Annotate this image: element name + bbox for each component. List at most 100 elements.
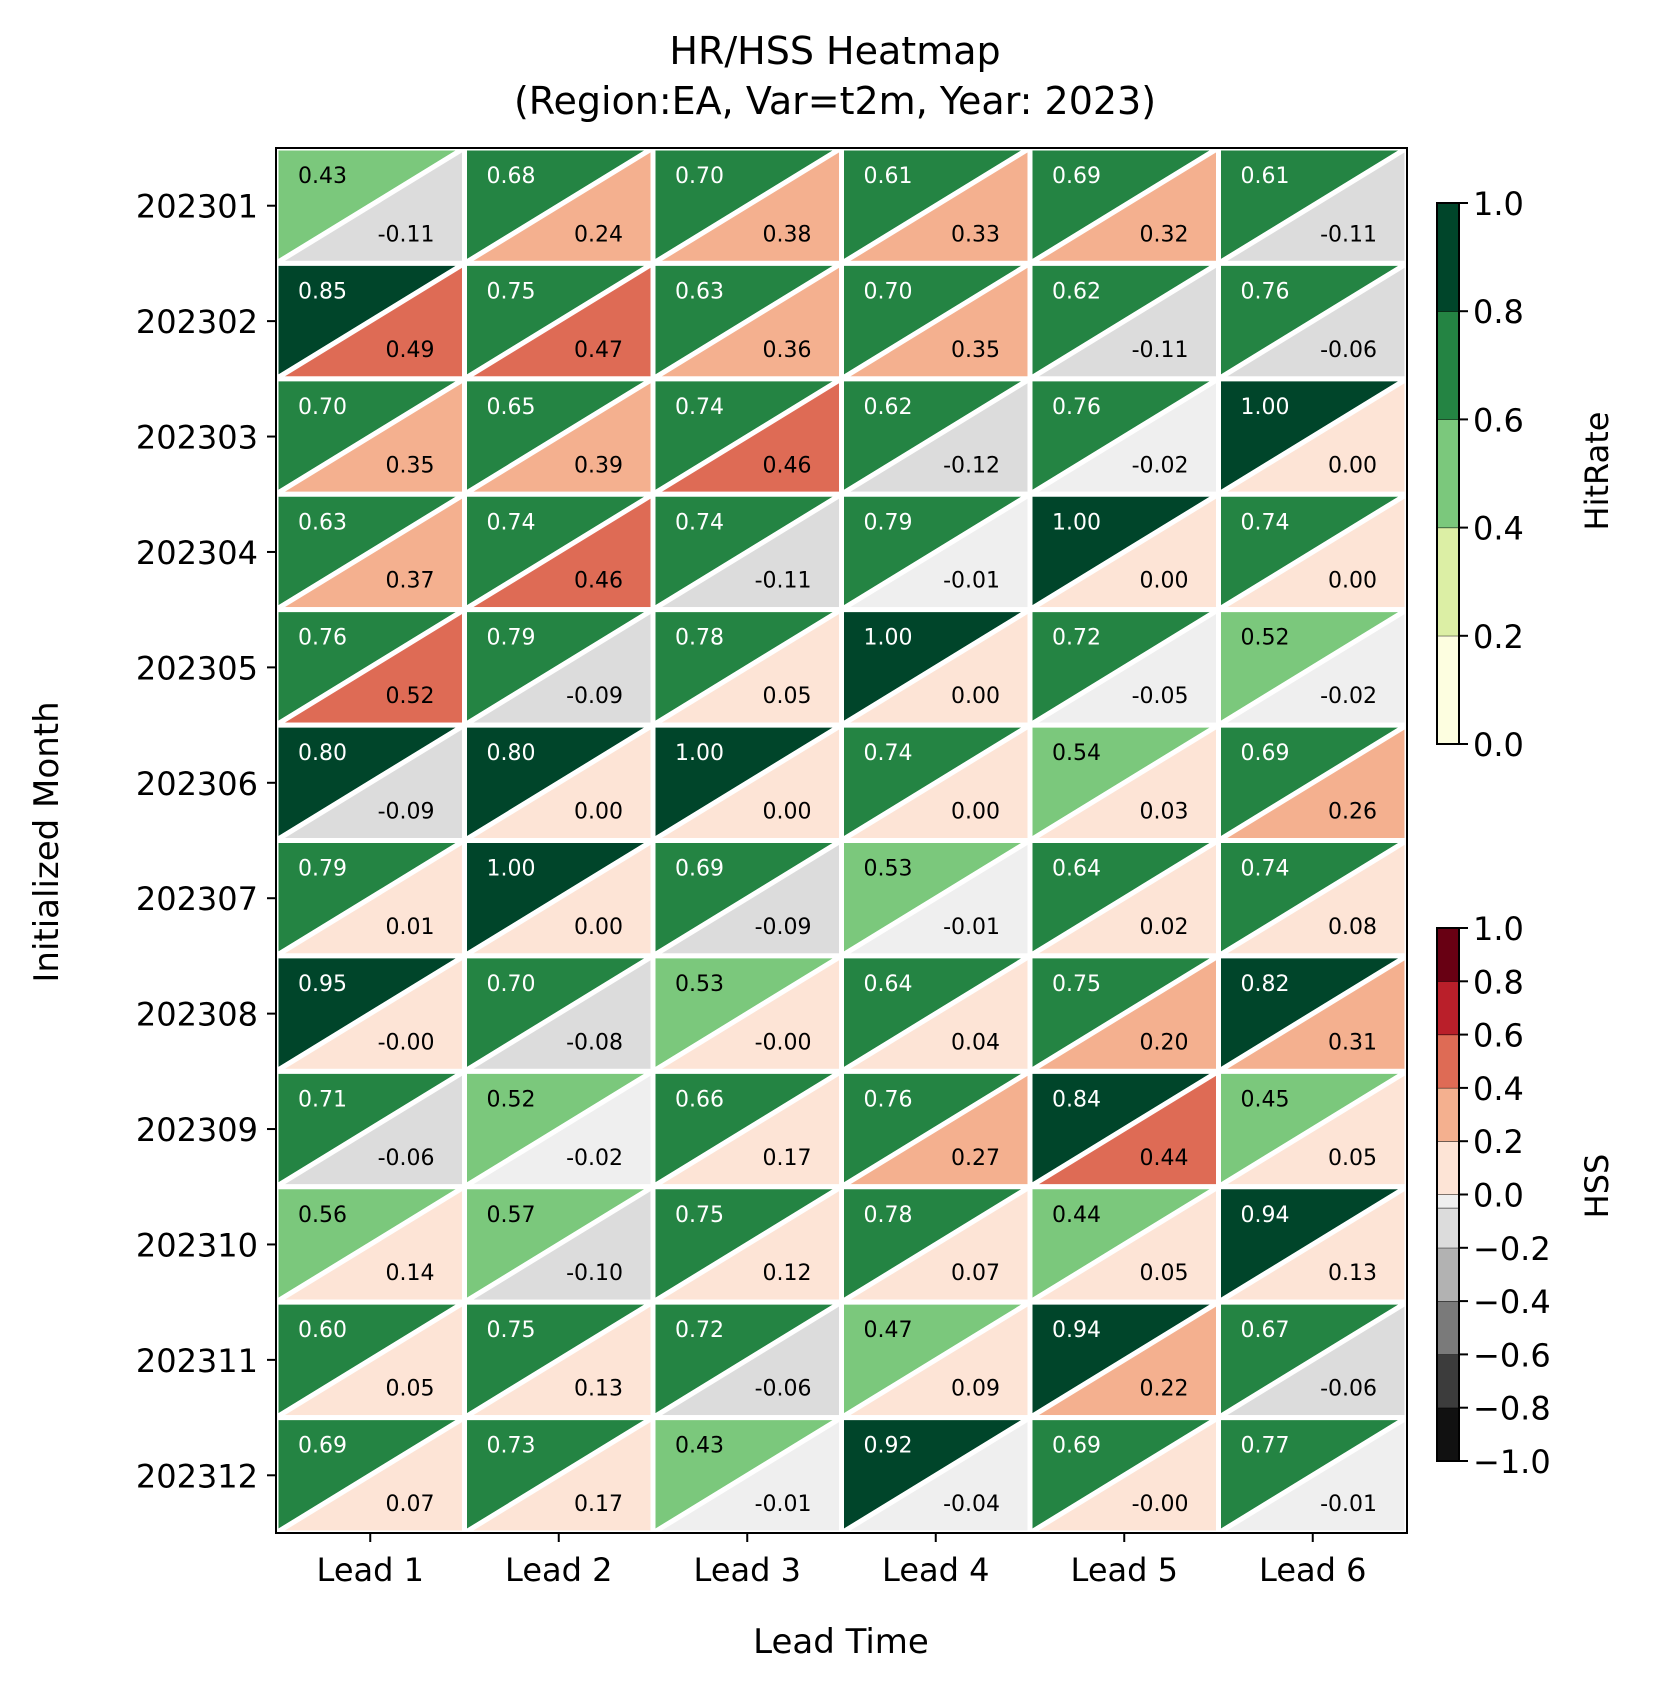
hss-value-label: 0.00 — [1328, 453, 1377, 478]
hss-value-label: -0.01 — [755, 1492, 812, 1517]
hss-value-label: -0.02 — [1320, 684, 1377, 709]
hitrate-value-label: 0.76 — [1052, 395, 1101, 420]
hitrate-value-label: 0.94 — [1241, 1203, 1290, 1228]
hss-value-label: 0.00 — [1140, 569, 1189, 594]
hss-value-label: 0.05 — [386, 1377, 435, 1402]
hitrate-value-label: 0.74 — [1241, 857, 1290, 882]
hitrate-value-label: 0.74 — [1241, 510, 1290, 535]
hitrate-value-label: 0.62 — [1052, 279, 1101, 304]
hss-value-label: 0.49 — [386, 338, 435, 363]
colorbar-tick-label: 0.2 — [1473, 618, 1524, 656]
hss-value-label: -0.11 — [1132, 338, 1189, 363]
hss-value-label: 0.00 — [574, 800, 623, 825]
hss-value-label: -0.11 — [378, 222, 435, 247]
hss-value-label: 0.13 — [1328, 1261, 1377, 1286]
hitrate-value-label: 0.70 — [864, 279, 913, 304]
hss-value-label: 0.36 — [763, 338, 812, 363]
hss-value-label: -0.02 — [566, 1146, 623, 1171]
hss-value-label: 0.20 — [1140, 1030, 1189, 1055]
hitrate-value-label: 0.80 — [298, 741, 347, 766]
hitrate-value-label: 0.67 — [1241, 1318, 1290, 1343]
hss-colorbar: −1.0 −0.8 −0.6 −0.4 −0.2 0.0 0.2 0.4 0.6 0.8 1.0 — [1436, 910, 1551, 1481]
hitrate-value-label: 0.52 — [1241, 626, 1290, 651]
chart-subtitle: (Region:EA, Var=t2m, Year: 2023) — [514, 79, 1156, 123]
hss-value-label: -0.11 — [1320, 222, 1377, 247]
y-axis: 202301 202302 202303 202304 202305 202306 2023… — [136, 188, 276, 1495]
hitrate-colorbar-label: HitRate — [1578, 412, 1616, 531]
hitrate-value-label: 0.82 — [1241, 972, 1290, 997]
hitrate-value-label: 1.00 — [675, 741, 724, 766]
colorbar-tick-label: 0.4 — [1473, 510, 1524, 548]
hss-value-label: 0.04 — [951, 1030, 1000, 1055]
heatmap-cells: 0.43 -0.11 0.68 0.24 0.70 0.38 0.61 0.33 0.69 0.3… — [267, 143, 1416, 1538]
colorbar-tick-label: 0.6 — [1473, 1017, 1524, 1055]
y-tick-label: 202302 — [136, 303, 258, 341]
colorbar-segment — [1437, 419, 1459, 528]
hitrate-value-label: 0.69 — [1052, 1434, 1101, 1459]
hss-value-label: 0.22 — [1140, 1377, 1189, 1402]
colorbar-frame — [1436, 202, 1460, 745]
hitrate-value-label: 0.76 — [864, 1087, 913, 1112]
hss-value-label: -0.06 — [1320, 338, 1377, 363]
colorbar-segment — [1437, 1207, 1459, 1248]
hitrate-value-label: 0.54 — [1052, 741, 1101, 766]
hitrate-value-label: 0.69 — [675, 857, 724, 882]
x-axis-label: Lead Time — [753, 1622, 929, 1662]
y-tick-label: 202301 — [136, 188, 258, 226]
hitrate-value-label: 0.66 — [675, 1087, 724, 1112]
colorbar-segment — [1437, 1087, 1459, 1142]
colorbar-tick-label: −0.4 — [1473, 1283, 1551, 1321]
hss-value-label: -0.11 — [755, 569, 812, 594]
hitrate-value-label: 0.74 — [675, 395, 724, 420]
hss-value-label: 0.52 — [386, 684, 435, 709]
hss-value-label: 0.26 — [1328, 800, 1377, 825]
hitrate-value-label: 0.77 — [1241, 1434, 1290, 1459]
hss-value-label: -0.02 — [1132, 453, 1189, 478]
hitrate-value-label: 0.74 — [864, 741, 913, 766]
x-tick-label: Lead 3 — [694, 1551, 801, 1589]
colorbar-segment — [1437, 311, 1459, 420]
colorbar-segment — [1437, 635, 1459, 744]
colorbar-tick-label: 0.2 — [1473, 1123, 1524, 1161]
hss-value-label: 0.38 — [763, 222, 812, 247]
hitrate-value-label: 0.62 — [864, 395, 913, 420]
hss-value-label: 0.00 — [951, 800, 1000, 825]
hitrate-value-label: 0.78 — [864, 1203, 913, 1228]
hitrate-value-label: 0.45 — [1241, 1087, 1290, 1112]
hitrate-value-label: 0.72 — [675, 1318, 724, 1343]
x-axis: Lead 1 Lead 2 Lead 3 Lead 4 Lead 5 Lead 6 — [317, 1533, 1366, 1589]
hitrate-value-label: 0.65 — [487, 395, 536, 420]
hss-value-label: -0.01 — [943, 569, 1000, 594]
x-tick-label: Lead 4 — [882, 1551, 989, 1589]
hitrate-value-label: 0.70 — [298, 395, 347, 420]
hitrate-value-label: 0.74 — [487, 510, 536, 535]
plot-frame — [275, 147, 1408, 1534]
hss-value-label: -0.01 — [1320, 1492, 1377, 1517]
hitrate-value-label: 1.00 — [1052, 510, 1101, 535]
hss-value-label: -0.08 — [566, 1030, 623, 1055]
hss-value-label: 0.09 — [951, 1377, 1000, 1402]
hitrate-value-label: 0.92 — [864, 1434, 913, 1459]
hitrate-value-label: 0.44 — [1052, 1203, 1101, 1228]
hss-value-label: 0.46 — [574, 569, 623, 594]
hss-value-label: 0.17 — [763, 1146, 812, 1171]
hitrate-value-label: 1.00 — [1241, 395, 1290, 420]
hitrate-value-label: 0.70 — [675, 164, 724, 189]
hss-value-label: 0.47 — [574, 338, 623, 363]
hss-value-label: 0.01 — [386, 915, 435, 940]
hss-value-label: 0.35 — [951, 338, 1000, 363]
hitrate-value-label: 0.69 — [1241, 741, 1290, 766]
hss-colorbar-label: HSS — [1578, 1154, 1616, 1219]
hss-value-label: 0.00 — [763, 800, 812, 825]
colorbar-segment — [1437, 1194, 1459, 1208]
colorbar-tick-label: 0.8 — [1473, 293, 1524, 331]
hitrate-value-label: 0.76 — [298, 626, 347, 651]
x-tick-label: Lead 5 — [1071, 1551, 1178, 1589]
hss-value-label: 0.17 — [574, 1492, 623, 1517]
hss-value-label: 0.00 — [574, 915, 623, 940]
hitrate-value-label: 0.71 — [298, 1087, 347, 1112]
colorbar-segment — [1437, 1354, 1459, 1408]
hss-value-label: 0.08 — [1328, 915, 1377, 940]
hss-value-label: 0.00 — [1328, 569, 1377, 594]
x-tick-label: Lead 2 — [505, 1551, 612, 1589]
